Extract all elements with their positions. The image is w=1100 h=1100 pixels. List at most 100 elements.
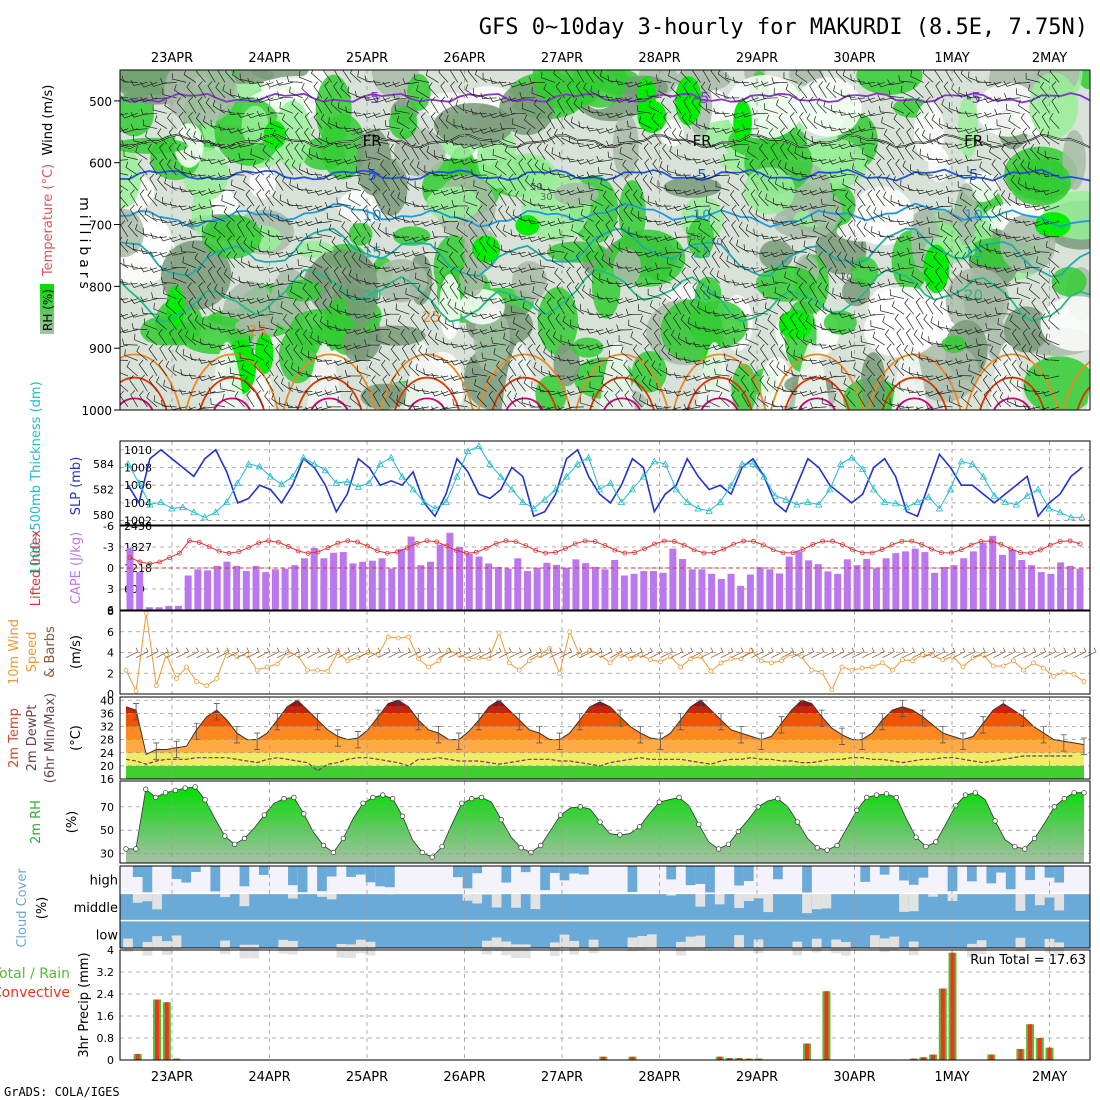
wind-barb	[644, 235, 662, 241]
wind-barb	[324, 174, 342, 181]
wind-barb	[566, 282, 575, 299]
wind-barb	[683, 403, 701, 410]
wind-barb	[576, 343, 594, 350]
wind-barb	[868, 246, 885, 253]
wind-barb	[819, 140, 837, 147]
wind-barb	[887, 251, 905, 258]
wind-barb	[925, 282, 934, 299]
wind-barb	[246, 298, 264, 304]
wind-barb	[1013, 217, 1031, 224]
wind-barb	[993, 173, 1002, 191]
wind-barb	[524, 175, 536, 191]
cape-bar	[834, 573, 842, 610]
wind-barb	[460, 326, 478, 333]
cloud-mid-gap	[491, 893, 502, 908]
wind-barb	[465, 84, 478, 99]
thickness-point	[135, 479, 143, 486]
cloud-low-gap	[976, 940, 987, 954]
wind-barb	[959, 270, 973, 284]
wind-barb	[761, 92, 778, 99]
thickness-point	[223, 498, 231, 505]
thickness-point	[793, 500, 801, 508]
wind-barb	[942, 283, 953, 299]
wind-barb	[945, 159, 963, 165]
wind-barb	[401, 359, 410, 377]
wind-barb	[383, 247, 400, 254]
cloud-low-gap	[753, 939, 764, 954]
wind-barb	[735, 149, 749, 160]
wind-barb	[419, 298, 429, 315]
wind-barb	[183, 146, 197, 160]
wind-barb	[1021, 344, 1031, 361]
wind-barb	[623, 359, 633, 377]
rh-point	[469, 795, 475, 802]
wind-barb	[314, 190, 332, 196]
rh-point	[824, 847, 830, 853]
wind-barb	[139, 374, 148, 392]
wind-barb	[149, 173, 158, 191]
wind-barb	[285, 142, 294, 160]
cloud-low-gap	[239, 944, 250, 959]
y-tick-label: 8	[107, 605, 114, 618]
boundary-temp-contour	[589, 376, 655, 410]
wind-speed-point	[839, 664, 845, 670]
wind-barb	[324, 201, 342, 208]
wind-barb	[197, 266, 206, 284]
wind-barb	[936, 400, 953, 408]
wind-barb	[141, 307, 158, 315]
wind-barb	[133, 134, 148, 145]
wind-barb	[925, 297, 934, 315]
wind-barb	[759, 344, 769, 361]
wind-barb	[472, 88, 487, 99]
wind-barb	[372, 189, 381, 207]
wind-barb	[479, 220, 488, 238]
wind-barb	[121, 278, 138, 285]
wind-barb	[673, 390, 691, 397]
precip-convective-bar	[940, 988, 945, 1060]
wind-barb	[748, 206, 759, 222]
slp-series	[124, 442, 1086, 521]
wind-barb	[135, 146, 148, 160]
wind-barb	[336, 197, 352, 207]
wind-barb	[680, 70, 691, 83]
wind-barb	[669, 269, 682, 284]
wind-barb	[256, 310, 274, 317]
wind-barb	[172, 271, 187, 284]
wind-barb	[733, 337, 749, 346]
wind-barb	[120, 172, 129, 176]
axis-label: Cloud Cover	[15, 868, 30, 948]
wind-barb	[925, 190, 943, 196]
wind-barb	[518, 158, 527, 176]
wind-barb	[608, 350, 623, 361]
precip-convective-bar	[746, 1058, 751, 1060]
rh-blob	[392, 226, 431, 246]
wind-barb	[187, 313, 197, 330]
wind-barb	[887, 234, 905, 241]
wind-barb	[249, 336, 264, 346]
wind-barb	[314, 297, 323, 315]
wind-barb	[640, 647, 653, 659]
rh-point	[498, 817, 504, 823]
wind-barb	[389, 144, 400, 160]
top-date-label: 29APR	[736, 51, 778, 66]
wind-barb	[874, 391, 885, 408]
wind-barb	[198, 155, 216, 162]
wind-barb	[191, 150, 206, 160]
wind-barb	[959, 192, 973, 207]
wind-barb	[644, 252, 662, 258]
wind-barb	[164, 177, 177, 191]
wind-barb	[849, 152, 866, 160]
contour-label: -5	[365, 89, 380, 107]
wind-barb	[256, 189, 265, 207]
wind-barb	[1033, 245, 1050, 253]
wind-barb	[712, 310, 730, 317]
top-date-label: 23APR	[151, 51, 193, 66]
top-date-label: 2MAY	[1032, 51, 1067, 66]
wind-barb	[175, 284, 187, 299]
li-point	[889, 542, 895, 548]
wind-barb	[827, 235, 837, 253]
wind-speed-point	[315, 667, 321, 673]
wind-barb	[198, 375, 216, 382]
wind-barb	[1031, 328, 1041, 346]
